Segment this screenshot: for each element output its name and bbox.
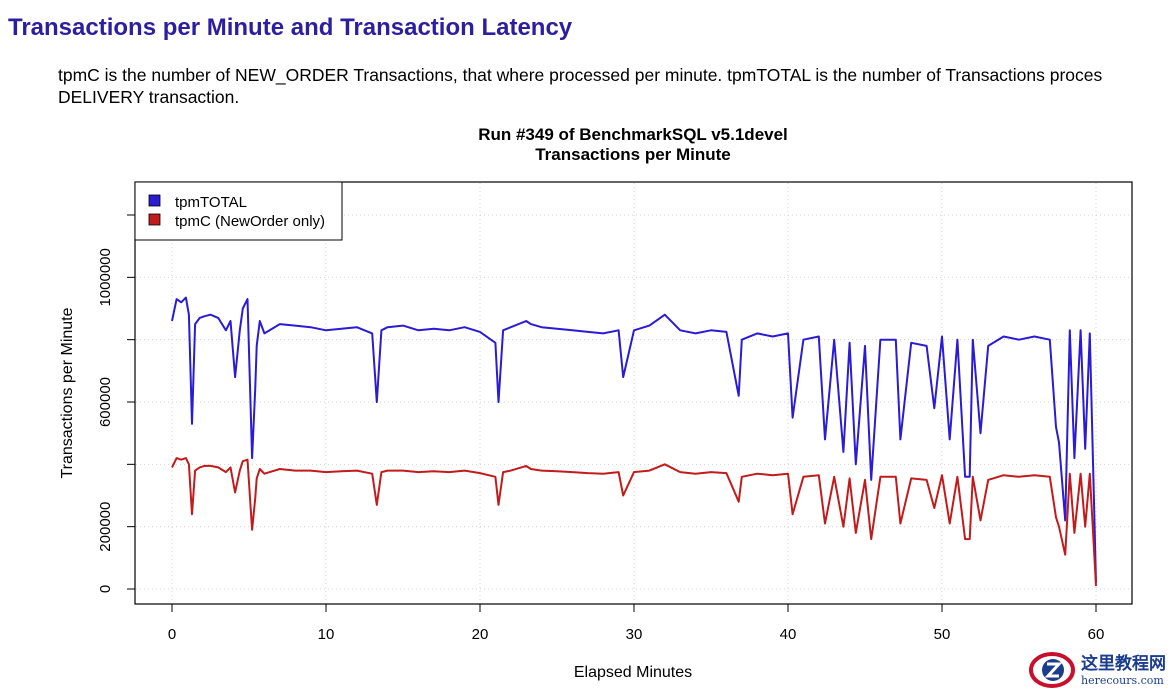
plot-frame <box>134 181 1133 605</box>
series-line-tpmc <box>171 457 1097 586</box>
x-tick-label-0: 0 <box>168 626 176 643</box>
watermark-cn: 这里教程网 <box>1081 653 1166 674</box>
x-tick-label-2: 20 <box>472 626 489 643</box>
x-axis: 0 10 20 30 40 50 60 <box>168 603 1105 643</box>
x-tick-label-3: 30 <box>626 626 643 643</box>
chart-grid <box>136 183 1131 603</box>
legend-swatch-tpmc <box>148 213 161 226</box>
watermark-en: herecours.com <box>1081 673 1164 687</box>
legend-label-tpmc: tpmC (NewOrder only) <box>175 213 325 230</box>
y-axis-label: Transactions per Minute <box>59 307 76 478</box>
series-line-tpmtotal <box>171 296 1097 583</box>
y-tick-label-2: 600000 <box>97 377 114 427</box>
chart-subtitle: Transactions per Minute <box>535 145 731 164</box>
z-logo-icon <box>1029 652 1075 688</box>
description-line-2: DELIVERY transaction. <box>58 87 240 107</box>
description-line-1: tpmC is the number of NEW_ORDER Transact… <box>58 65 1103 85</box>
y-tick-label-3: 1000000 <box>97 248 114 306</box>
chart-title: Run #349 of BenchmarkSQL v5.1devel <box>478 125 788 144</box>
x-axis-label: Elapsed Minutes <box>574 664 692 681</box>
page-heading: Transactions per Minute and Transaction … <box>8 14 573 41</box>
y-tick-label-0: 0 <box>97 585 114 593</box>
legend-swatch-tpmtotal <box>148 194 161 207</box>
x-tick-label-6: 60 <box>1088 626 1105 643</box>
y-tick-label-1: 200000 <box>97 502 114 552</box>
watermark-text: 这里教程网 herecours.com <box>1081 654 1166 687</box>
x-tick-label-4: 40 <box>780 626 797 643</box>
page-description: tpmC is the number of NEW_ORDER Transact… <box>58 64 1170 108</box>
chart-legend: tpmTOTAL tpmC (NewOrder only) <box>134 181 343 241</box>
x-tick-label-1: 10 <box>318 626 335 643</box>
legend-box <box>134 181 343 241</box>
series-layer <box>171 296 1097 586</box>
x-tick-label-5: 50 <box>934 626 951 643</box>
y-axis: 0 200000 600000 1000000 <box>97 214 136 593</box>
watermark: 这里教程网 herecours.com <box>1027 650 1166 690</box>
legend-label-tpmtotal: tpmTOTAL <box>175 194 247 211</box>
